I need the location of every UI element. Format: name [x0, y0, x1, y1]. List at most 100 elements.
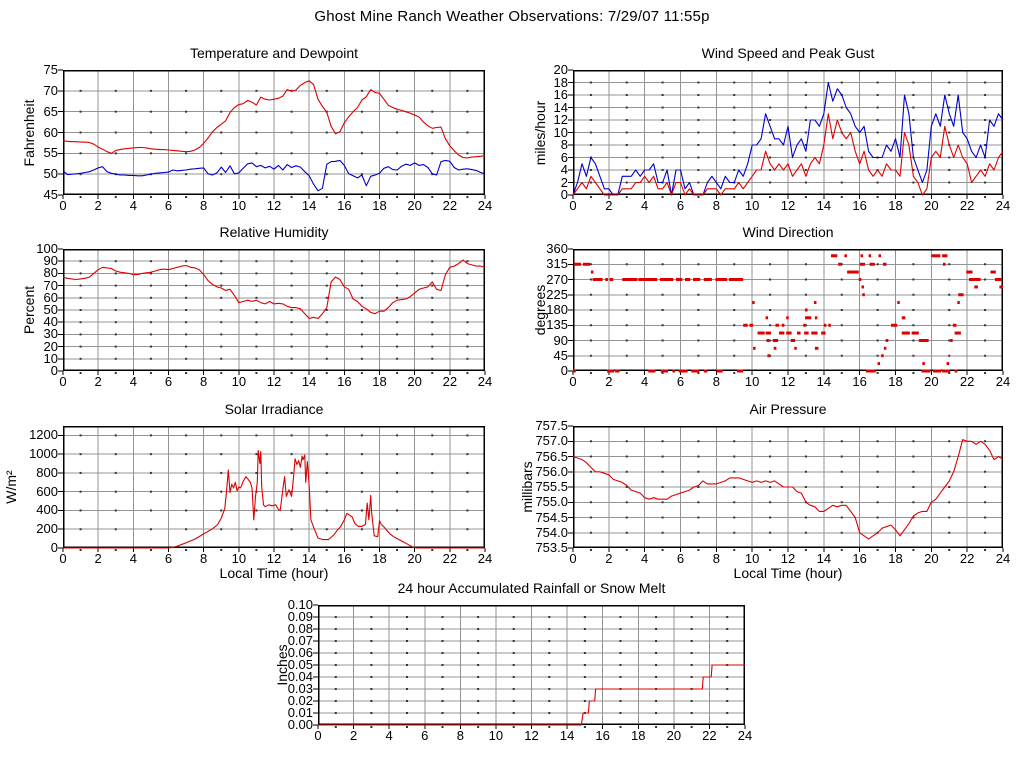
chart-title: Wind Speed and Peak Gust — [701, 45, 875, 61]
x-tick-label: 2 — [605, 374, 613, 389]
x-tick-label: 2 — [94, 374, 102, 389]
x-tick-label: 8 — [200, 198, 208, 213]
chart-title: Relative Humidity — [219, 224, 329, 240]
x-tick-label: 16 — [852, 374, 867, 389]
y-tick-label: 0.03 — [287, 681, 313, 696]
x-tick-label: 4 — [129, 198, 137, 213]
x-tick-label: 0 — [59, 198, 67, 213]
x-tick-label: 14 — [559, 728, 575, 743]
x-tick-label: 6 — [164, 551, 173, 566]
x-tick-label: 2 — [94, 198, 102, 213]
x-tick-label: 0 — [569, 551, 577, 566]
y-tick-label: 755.5 — [535, 479, 568, 494]
y-tick-label: 30 — [43, 326, 58, 342]
x-tick-label: 8 — [712, 198, 720, 213]
y-tick-label: 90 — [553, 332, 568, 348]
chart-title: Wind Direction — [742, 224, 834, 240]
y-tick-label: 6 — [560, 149, 568, 165]
x-tick-label: 10 — [231, 374, 247, 389]
plot-area — [568, 69, 1004, 199]
y-tick-label: 60 — [43, 124, 58, 140]
y-tick-label: 0.02 — [287, 693, 313, 708]
x-tick-label: 24 — [737, 728, 753, 743]
x-tick-label: 18 — [888, 551, 903, 566]
x-tick-label: 16 — [337, 374, 352, 389]
x-tick-label: 4 — [641, 198, 649, 213]
y-tick-label: 0.08 — [287, 621, 313, 636]
y-tick-label: 16 — [553, 87, 568, 102]
x-tick-label: 20 — [407, 374, 422, 389]
y-tick-label: 50 — [43, 166, 58, 182]
y-tick-label: 315 — [546, 256, 568, 272]
y-tick-label: 270 — [546, 271, 568, 287]
y-tick-label: 60 — [43, 289, 58, 305]
y-tick-label: 0 — [50, 540, 58, 555]
y-tick-label: 0.06 — [287, 645, 313, 660]
y-tick-label: 0.09 — [287, 609, 313, 624]
y-tick-label: 753.5 — [535, 540, 568, 555]
x-tick-label: 2 — [605, 551, 613, 566]
chart-title: Temperature and Dewpoint — [189, 45, 359, 61]
y-tick-label: 180 — [546, 302, 568, 317]
y-tick-label: 0 — [50, 363, 58, 378]
x-tick-label: 18 — [631, 728, 646, 743]
x-tick-label: 10 — [488, 728, 504, 743]
y-tick-label: 20 — [43, 338, 58, 354]
y-tick-label: 1000 — [29, 446, 58, 462]
x-tick-label: 10 — [231, 198, 247, 213]
chart-title: Solar Irradiance — [224, 401, 324, 417]
y-tick-label: 80 — [43, 265, 58, 281]
y-tick-label: 50 — [43, 302, 58, 317]
x-tick-label: 4 — [641, 374, 649, 389]
y-tick-label: 2 — [560, 174, 568, 190]
y-tick-label: 45 — [43, 187, 58, 202]
y-tick-label: 0.04 — [287, 669, 313, 684]
x-tick-label: 18 — [372, 374, 387, 389]
x-tick-label: 24 — [477, 374, 493, 389]
x-tick-label: 22 — [442, 374, 458, 389]
y-tick-label: 754.0 — [535, 524, 568, 540]
x-tick-label: 14 — [301, 374, 317, 389]
x-tick-label: 14 — [816, 374, 832, 389]
x-tick-label: 4 — [129, 374, 137, 389]
x-tick-label: 12 — [780, 551, 796, 566]
x-tick-label: 12 — [266, 551, 282, 566]
plot-area — [568, 425, 1004, 552]
wind-direction-chart: Wind Direction degrees 0 2 4 6 8 10 12 14 16 18 20… — [532, 224, 1010, 388]
y-tick-label: 65 — [43, 103, 58, 119]
plot-area — [58, 426, 486, 552]
accumulated-rainfall-chart: 24 hour Accumulated Rainfall or Snow Mel… — [274, 580, 752, 742]
x-tick-label: 20 — [407, 198, 422, 213]
y-tick-label: 10 — [43, 350, 58, 366]
y-tick-label: 0.00 — [287, 717, 313, 732]
y-tick-label: 10 — [553, 124, 568, 140]
y-tick-label: 757.0 — [535, 433, 568, 449]
x-tick-label: 20 — [666, 728, 682, 743]
y-tick-label: 12 — [553, 112, 568, 127]
x-tick-label: 0 — [569, 374, 577, 389]
x-axis-label: Local Time (hour) — [733, 565, 843, 581]
y-tick-label: 70 — [43, 277, 58, 293]
x-tick-label: 22 — [702, 728, 717, 743]
x-tick-label: 20 — [407, 551, 422, 566]
x-tick-label: 10 — [744, 551, 760, 566]
y-tick-label: 600 — [36, 483, 58, 499]
air-pressure-chart: Air Pressure millibars Local Time (hour)… — [519, 401, 1010, 581]
x-tick-label: 18 — [372, 198, 387, 213]
y-tick-label: 757.5 — [535, 418, 568, 433]
y-tick-label: 225 — [546, 286, 568, 302]
x-tick-label: 2 — [605, 198, 613, 213]
plot-area — [58, 69, 486, 199]
x-tick-label: 16 — [852, 198, 867, 213]
x-tick-label: 24 — [477, 198, 493, 213]
x-tick-label: 18 — [372, 551, 387, 566]
y-tick-label: 754.5 — [535, 509, 568, 525]
x-tick-label: 4 — [385, 728, 393, 743]
y-tick-label: 70 — [43, 82, 58, 98]
y-tick-label: 0 — [560, 187, 568, 202]
x-tick-label: 12 — [780, 374, 796, 389]
x-tick-label: 4 — [641, 551, 649, 566]
x-tick-label: 8 — [712, 374, 720, 389]
x-tick-label: 12 — [524, 728, 539, 743]
x-tick-label: 22 — [442, 551, 458, 566]
